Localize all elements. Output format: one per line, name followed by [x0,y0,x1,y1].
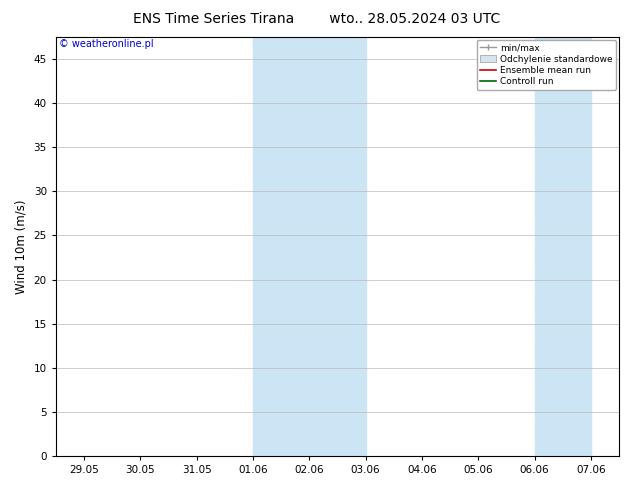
Bar [309,37,366,456]
Legend: min/max, Odchylenie standardowe, Ensemble mean run, Controll run: min/max, Odchylenie standardowe, Ensembl… [477,40,616,90]
Bar [253,37,309,456]
Text: ENS Time Series Tirana        wto.. 28.05.2024 03 UTC: ENS Time Series Tirana wto.. 28.05.2024 … [133,12,501,26]
Bar [534,37,591,456]
Text: © weatheronline.pl: © weatheronline.pl [59,39,153,49]
Y-axis label: Wind 10m (m/s): Wind 10m (m/s) [15,199,28,294]
